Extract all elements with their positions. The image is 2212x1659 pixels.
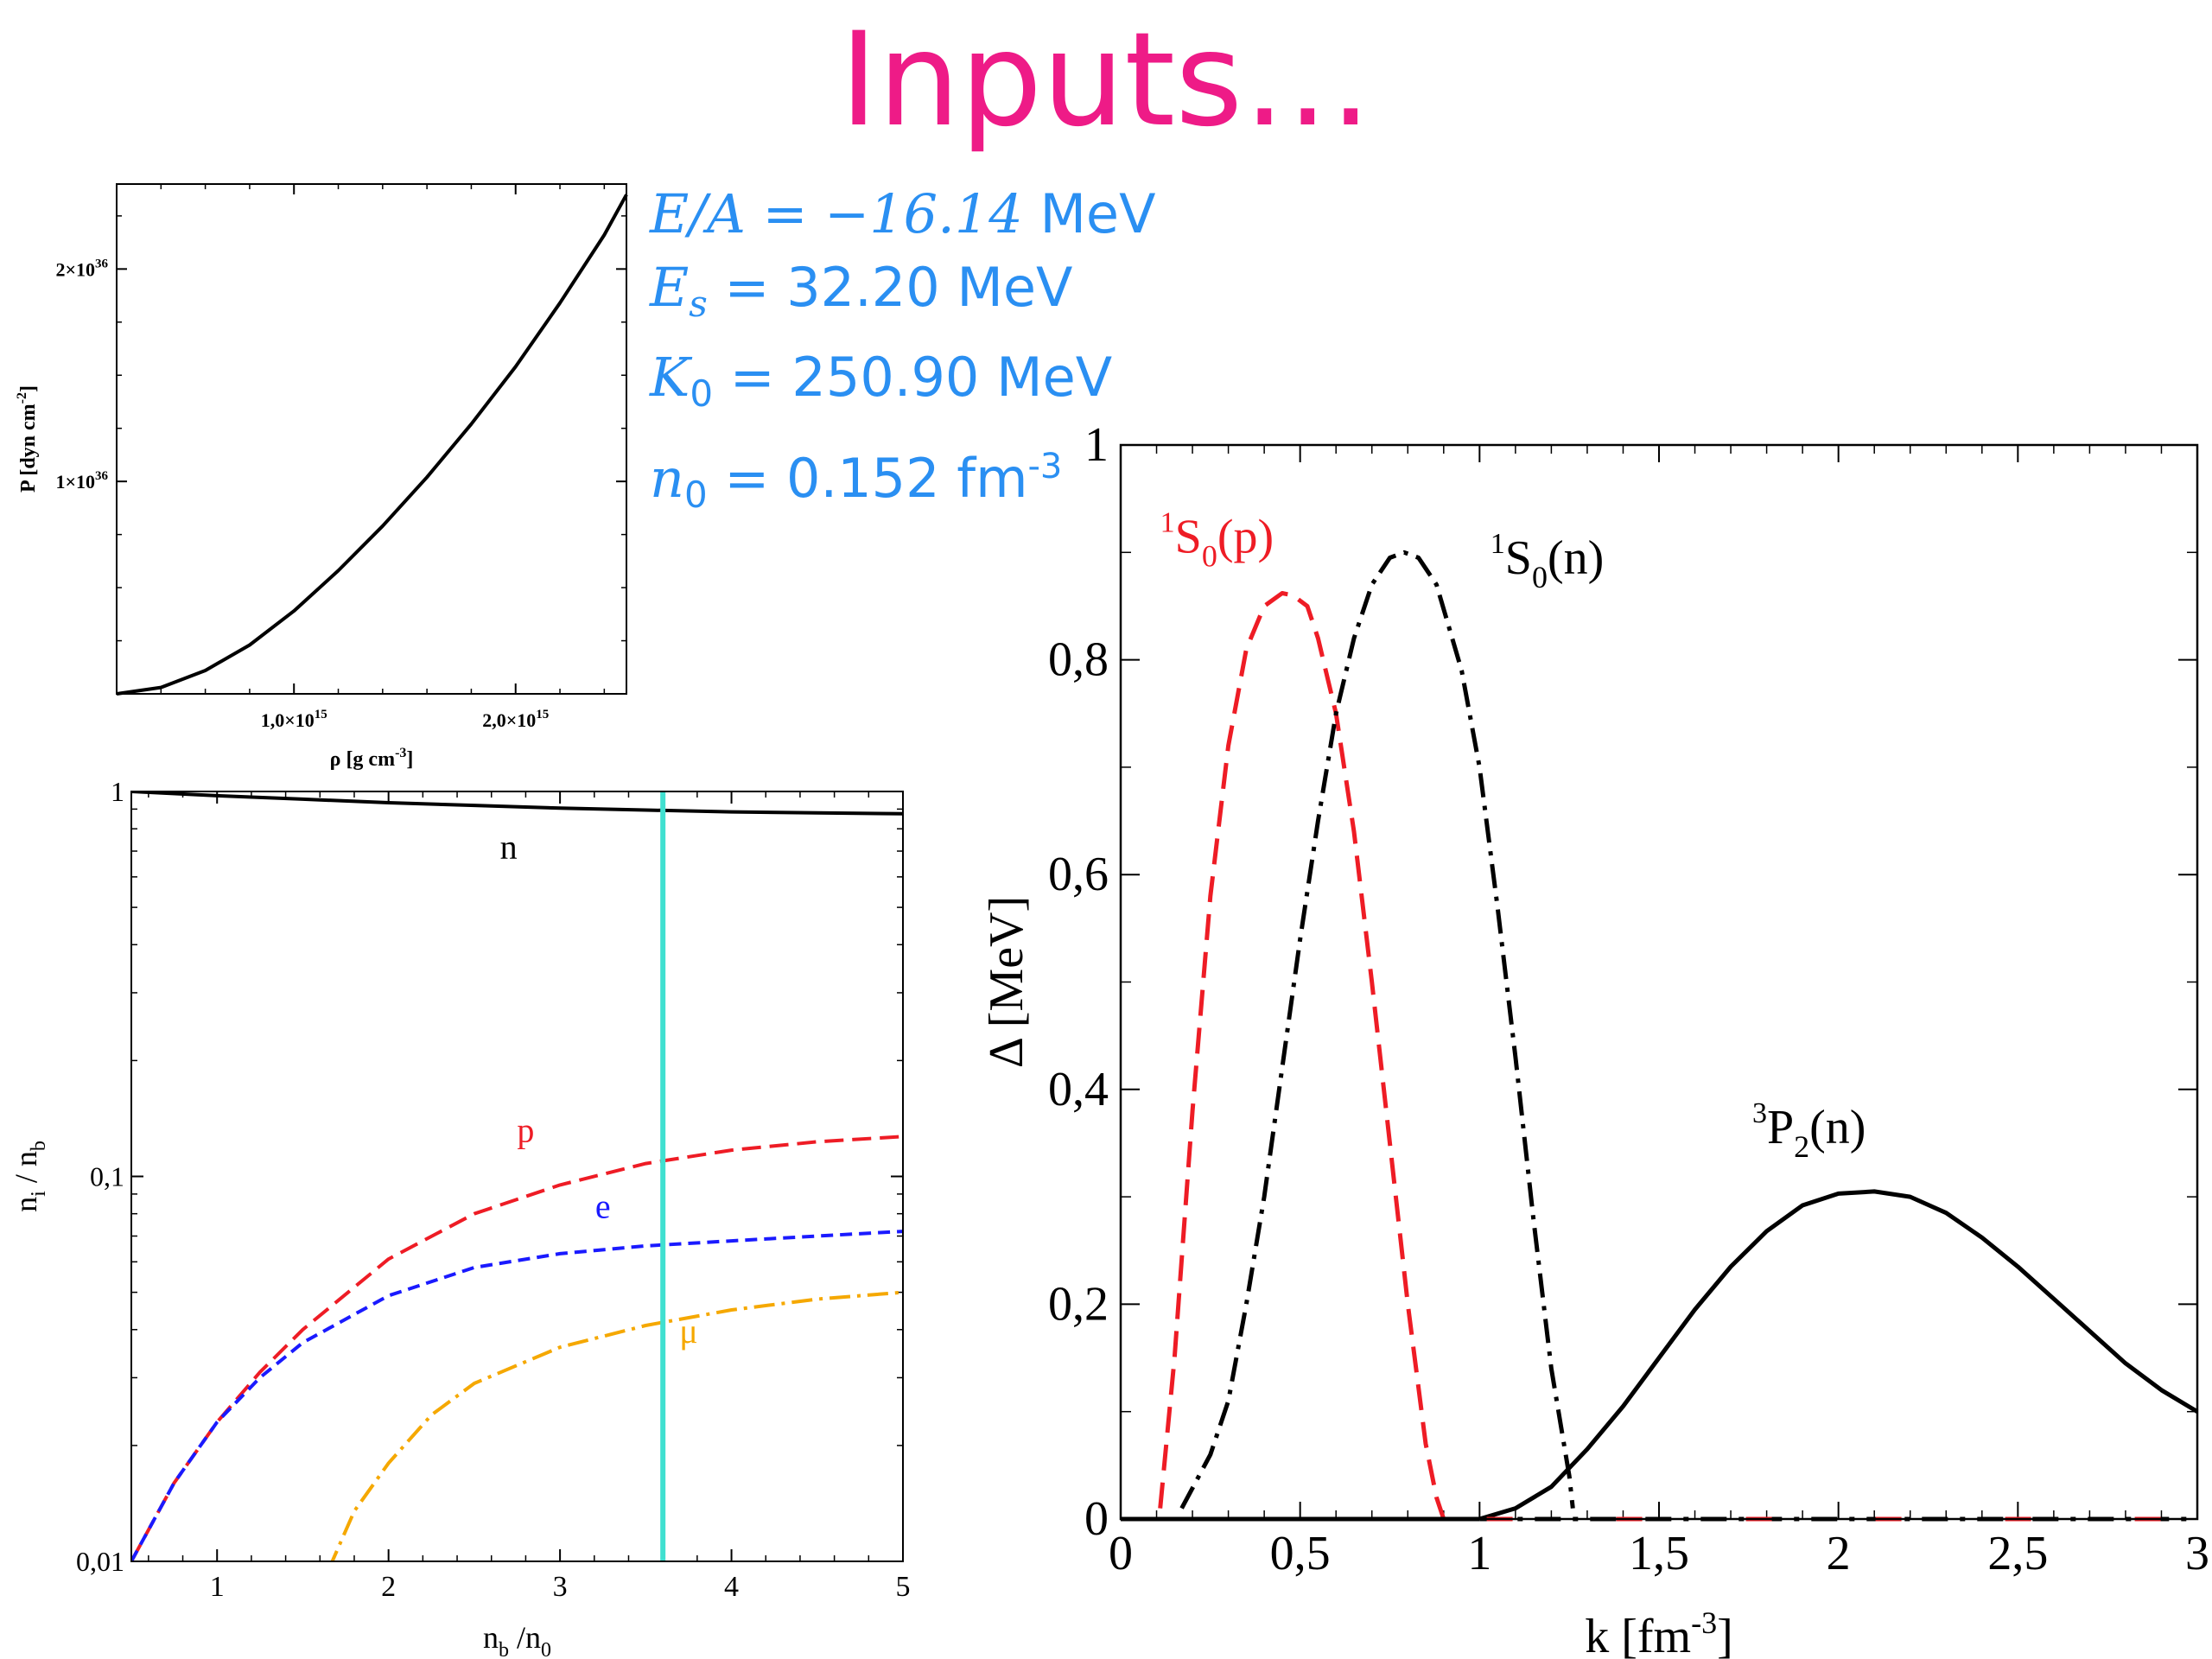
series-label: 1S0(n): [1491, 528, 1604, 594]
gap-curve-1S0p: [1158, 591, 1446, 1520]
x-tick-label: 2,0×1015: [482, 708, 549, 731]
parameter-list: E/A = −16.14 MeV Es = 32.20 MeV K0 = 250…: [650, 177, 1156, 531]
y-tick-label: 1: [111, 776, 124, 807]
x-tick-label: 1,0×1015: [261, 708, 327, 731]
series-label: p: [517, 1110, 534, 1149]
fraction-curve-p: [131, 1135, 903, 1561]
param-value: MeV: [1022, 182, 1156, 245]
fraction-curve-n: [131, 791, 903, 816]
series-label: 3P2(n): [1752, 1097, 1866, 1164]
gap-curve-1S0n: [1179, 550, 1575, 1510]
y-tick-label: 0,4: [1048, 1063, 1109, 1116]
x-axis-label: nb /n0: [483, 1620, 551, 1659]
series-label: 1S0(p): [1160, 506, 1274, 573]
x-tick-label: 4: [724, 1571, 739, 1603]
y-axis-label: Δ [MeV]: [980, 896, 1033, 1068]
series-label: n: [500, 827, 518, 866]
param-value: = 250.90 MeV: [713, 346, 1113, 409]
param-subscript: s: [689, 283, 708, 325]
plot-frame: [1119, 443, 2199, 1521]
slide-title: Inputs…: [839, 5, 1373, 156]
x-tick-label: 0,5: [1270, 1527, 1331, 1580]
x-tick-label: 1: [1467, 1527, 1491, 1580]
param-symbol: K: [650, 346, 690, 409]
x-tick-label: 3: [2185, 1527, 2209, 1580]
x-axis-label: k [fm-3]: [1585, 1605, 1733, 1659]
pressure-curve: [116, 194, 628, 696]
y-axis-label: P [dyn cm-2]: [15, 385, 40, 493]
y-tick-label: 0,8: [1048, 633, 1109, 687]
plot-frame: [130, 791, 904, 1562]
y-axis-label: ni / nb: [9, 1141, 50, 1212]
param-subscript: 0: [690, 372, 714, 415]
param-symmetry-energy: Es = 32.20 MeV: [650, 251, 1156, 340]
fraction-curve-e: [131, 1230, 903, 1561]
param-superscript: -3: [1027, 447, 1063, 486]
x-tick-label: 2: [1827, 1527, 1851, 1580]
param-value: = 32.20 MeV: [707, 256, 1073, 319]
x-tick-label: 1,5: [1629, 1527, 1689, 1580]
y-tick-label: 0,2: [1048, 1277, 1109, 1331]
param-subscript: 0: [683, 474, 708, 516]
fraction-curve-muon: [330, 1290, 903, 1561]
gap-curve-3P2n: [1478, 1189, 2199, 1522]
y-tick-label: 0,1: [90, 1161, 124, 1192]
param-symbol: n: [650, 447, 684, 510]
y-tick-label: 0,01: [76, 1546, 124, 1577]
x-tick-label: 0: [1109, 1527, 1133, 1580]
x-tick-label: 2: [381, 1571, 396, 1603]
x-tick-label: 5: [896, 1571, 911, 1603]
y-tick-label: 2×1036: [55, 257, 108, 280]
y-tick-label: 1×1036: [55, 469, 108, 493]
y-tick-label: 0,6: [1048, 848, 1109, 901]
y-tick-label: 0: [1084, 1492, 1109, 1546]
param-value: = 0.152 fm: [707, 447, 1028, 510]
param-binding-energy: E/A = −16.14 MeV: [650, 177, 1156, 251]
param-symbol: E/A = −16.14: [650, 182, 1023, 245]
x-tick-label: 2,5: [1987, 1527, 2048, 1580]
x-tick-label: 1: [210, 1571, 225, 1603]
param-symbol: E: [650, 256, 690, 319]
param-incompressibility: K0 = 250.90 MeV: [650, 340, 1156, 430]
plot-frame: [116, 183, 627, 695]
series-label: μ: [679, 1312, 697, 1351]
param-saturation-density: n0 = 0.152 fm-3: [650, 430, 1156, 531]
series-label: e: [595, 1187, 611, 1226]
x-axis-label: ρ [g cm-3]: [330, 746, 414, 771]
x-tick-label: 3: [553, 1571, 568, 1603]
